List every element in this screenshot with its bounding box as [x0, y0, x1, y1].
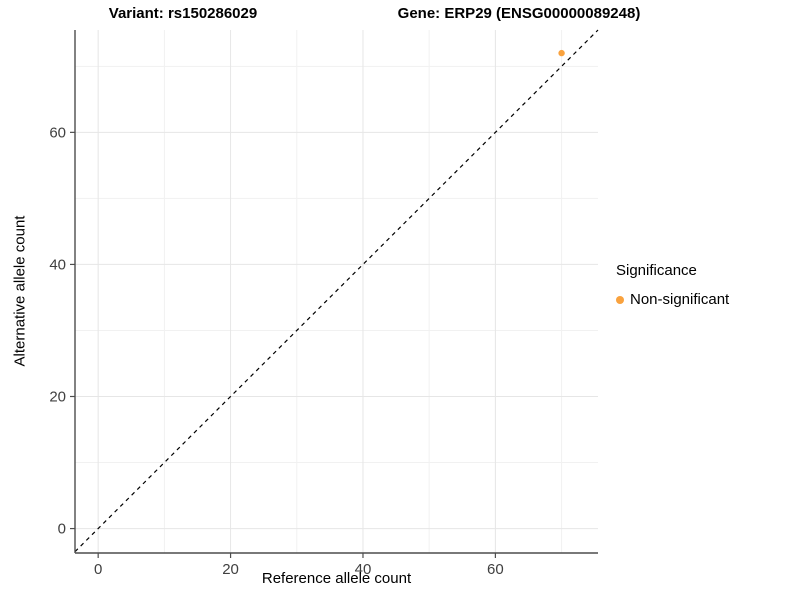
legend-item: Non-significant: [616, 291, 729, 308]
identity-line: [74, 29, 599, 553]
y-tick-label: 40: [49, 256, 66, 273]
legend-title: Significance: [616, 262, 697, 279]
y-tick-label: 60: [49, 124, 66, 141]
x-tick-label: 20: [222, 561, 239, 578]
x-tick-label: 60: [487, 561, 504, 578]
x-tick-label: 40: [355, 561, 372, 578]
y-axis-label: Alternative allele count: [11, 215, 29, 367]
legend-point-icon: [616, 295, 624, 304]
y-tick-label: 0: [58, 521, 66, 538]
x-tick-label: 0: [94, 561, 102, 578]
legend-item-label: Non-significant: [630, 291, 730, 308]
data-point: [558, 49, 565, 57]
plot-title-gene: Gene: ERP29 (ENSG00000089248): [397, 5, 641, 22]
x-axis-label: Reference allele count: [261, 570, 412, 587]
plot-title-variant: Variant: rs150286029: [108, 5, 258, 22]
legend: Significance Non-significant: [616, 262, 729, 308]
y-tick-label: 20: [49, 388, 66, 405]
